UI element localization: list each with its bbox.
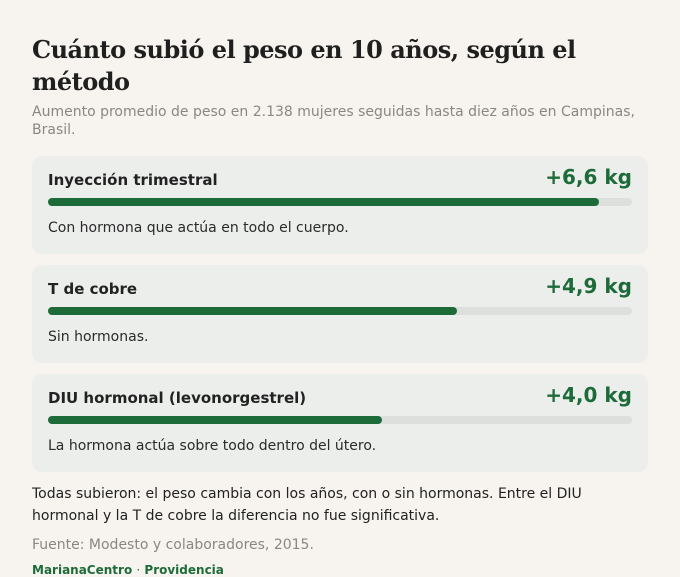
bar-category-label: DIU hormonal (levonorgestrel) (48, 389, 307, 407)
bar-cards: Inyección trimestral +6,6 kg Con hormona q… (32, 156, 648, 472)
bar-value-label: +4,0 kg (545, 383, 632, 407)
footer-brand: MarianaCentro (32, 563, 133, 577)
chart-title: Cuánto subió el peso en 10 años, según e… (32, 35, 576, 96)
bar-value-label: +6,6 kg (545, 165, 632, 189)
bar-category-label: T de cobre (48, 280, 138, 298)
bar-card: DIU hormonal (levonorgestrel) +4,0 kg La h… (32, 374, 648, 472)
chart-subtitle: Aumento promedio de peso en 2.138 mujere… (32, 104, 635, 138)
footer-separator: · (136, 563, 141, 577)
bar-note: La hormona actúa sobre todo dentro del ú… (48, 438, 377, 454)
bar-category-label: Inyección trimestral (48, 171, 218, 189)
bar-note: Sin hormonas. (48, 329, 149, 345)
bar (48, 307, 457, 315)
bar-track (48, 416, 632, 424)
footer: MarianaCentro · Providencia (32, 563, 648, 577)
bar (48, 416, 382, 424)
bar-track (48, 307, 632, 315)
bar-note: Con hormona que actúa en todo el cuerpo. (48, 220, 349, 236)
bar (48, 198, 599, 206)
bar-value-label: +4,9 kg (545, 274, 632, 298)
source-text: Fuente: Modesto y colaboradores, 2015. (32, 537, 314, 553)
footer-location: Providencia (144, 563, 224, 577)
bar-card: T de cobre +4,9 kg Sin hormonas. (32, 265, 648, 363)
bar-card: Inyección trimestral +6,6 kg Con hormona q… (32, 156, 648, 254)
bar-track (48, 198, 632, 206)
page: Cuánto subió el peso en 10 años, según e… (32, 35, 648, 577)
summary-text: Todas subieron: el peso cambia con los a… (32, 486, 582, 524)
